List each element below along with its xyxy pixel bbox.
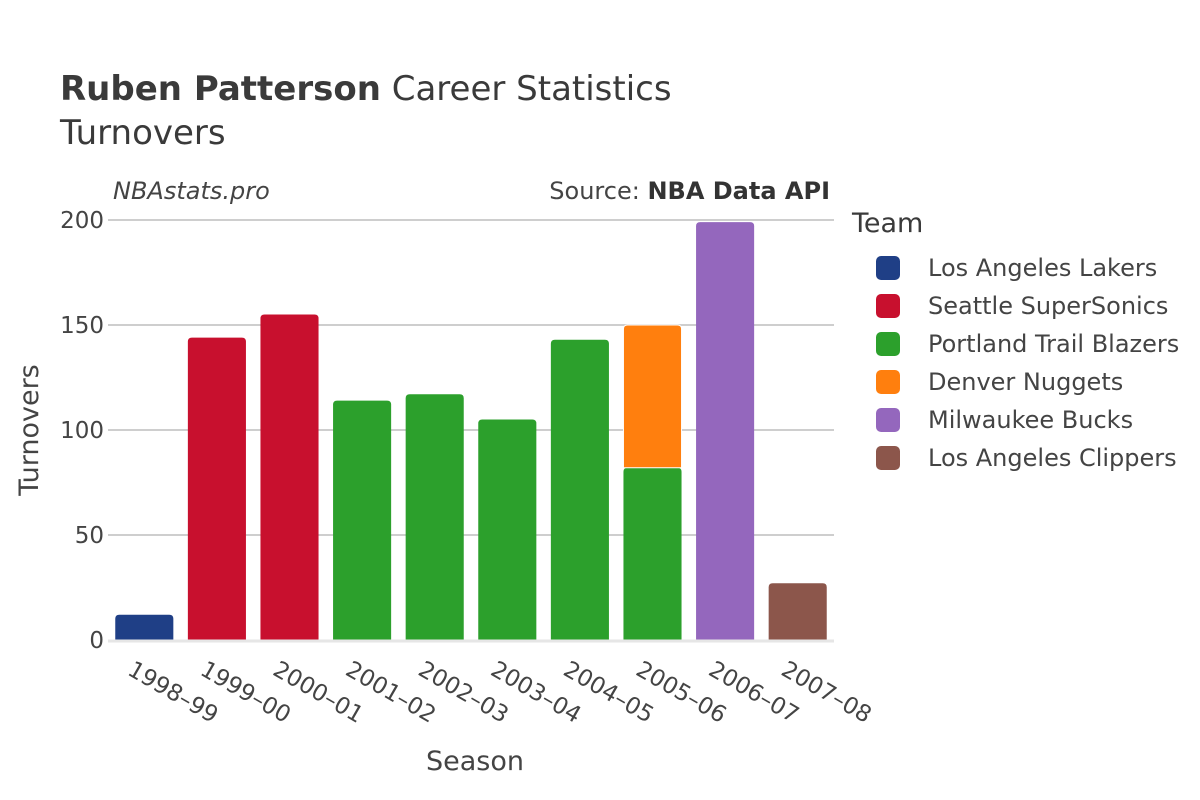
- legend-swatch: [876, 332, 900, 356]
- legend: Team Los Angeles Lakers Seattle SuperSoni…: [852, 208, 1179, 477]
- legend-label: Los Angeles Lakers: [928, 254, 1158, 282]
- brand-label: NBAstats.pro: [113, 177, 270, 205]
- legend-label: Milwaukee Bucks: [928, 406, 1134, 434]
- legend-item[interactable]: Denver Nuggets: [852, 363, 1179, 401]
- bar-segment: [622, 324, 683, 469]
- source-name: NBA Data API: [647, 177, 830, 205]
- bar-segment: [405, 394, 464, 640]
- bar-segment: [696, 222, 755, 640]
- legend-swatch: [876, 408, 900, 432]
- legend-item[interactable]: Portland Trail Blazers: [852, 325, 1179, 363]
- source-prefix: Source:: [549, 177, 648, 205]
- y-tick-label: 200: [60, 208, 104, 234]
- y-axis-title: Turnovers: [14, 364, 45, 497]
- source-label: Source: NBA Data API: [549, 177, 830, 205]
- player-name: Ruben Patterson: [60, 69, 381, 109]
- bar-segment: [115, 614, 174, 640]
- chart-title: Ruben Patterson Career Statistics: [60, 68, 672, 110]
- legend-label: Portland Trail Blazers: [928, 330, 1180, 358]
- legend-item[interactable]: Los Angeles Lakers: [852, 249, 1179, 287]
- bar-segment: [768, 583, 827, 640]
- y-tick-label: 150: [60, 313, 104, 339]
- legend-title: Team: [852, 208, 924, 239]
- y-tick-label: 0: [89, 628, 104, 654]
- legend-item[interactable]: Seattle SuperSonics: [852, 287, 1179, 325]
- legend-items: Los Angeles Lakers Seattle SuperSonics Por…: [852, 249, 1179, 477]
- legend-swatch: [876, 294, 900, 318]
- bar-segment: [478, 419, 537, 640]
- legend-item[interactable]: Milwaukee Bucks: [852, 401, 1179, 439]
- bar-segment: [260, 314, 319, 640]
- legend-swatch: [876, 370, 900, 394]
- y-tick-label: 50: [75, 523, 104, 549]
- bar-segment: [550, 339, 609, 640]
- legend-label: Los Angeles Clippers: [928, 444, 1177, 472]
- legend-item[interactable]: Los Angeles Clippers: [852, 439, 1179, 477]
- legend-label: Seattle SuperSonics: [928, 292, 1169, 320]
- x-axis-title: Season: [426, 746, 524, 777]
- legend-swatch: [876, 256, 900, 280]
- legend-swatch: [876, 446, 900, 470]
- chart-subtitle: Turnovers: [60, 113, 226, 153]
- bar-segment: [333, 400, 392, 640]
- bar-segment: [623, 467, 682, 640]
- bar-segment: [187, 337, 246, 640]
- y-tick-label: 100: [60, 418, 104, 444]
- legend-label: Denver Nuggets: [928, 368, 1124, 396]
- title-rest: Career Statistics: [380, 69, 672, 109]
